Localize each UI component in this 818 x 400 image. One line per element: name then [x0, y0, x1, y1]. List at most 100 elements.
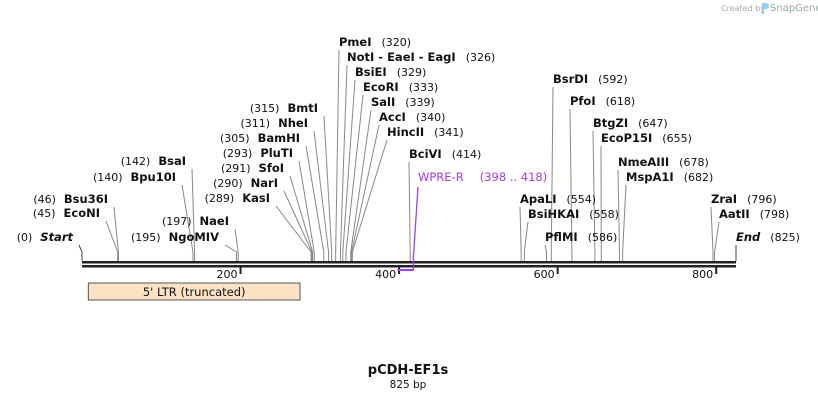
site-line: [592, 130, 596, 261]
site-label-bsiei[interactable]: BsiEI (329): [355, 65, 426, 79]
site-name: PluTI: [260, 146, 293, 160]
site-label-nhei[interactable]: (311) NheI: [241, 116, 308, 130]
site-position: (320): [382, 36, 412, 49]
site-position: (329): [397, 66, 427, 79]
site-label-acci[interactable]: AccI (340): [379, 110, 445, 124]
site-position: (140): [93, 171, 123, 184]
site-label-ecop15i[interactable]: EcoP15I (655): [601, 131, 692, 145]
site-position: (315): [250, 102, 280, 115]
snapgene-logo-icon: [762, 3, 769, 14]
site-name: BmtI: [287, 101, 318, 115]
site-line: [323, 115, 333, 261]
site-name: KasI: [242, 191, 270, 205]
site-position: (341): [434, 126, 464, 139]
watermark-created-by: Created by: [721, 4, 765, 13]
site-label-bsai[interactable]: (142) BsaI: [121, 154, 186, 168]
site-label-bsihkai[interactable]: BsiHKAI (558): [528, 207, 619, 221]
site-position: (647): [638, 117, 668, 130]
site-label-econi[interactable]: (45) EcoNI: [33, 206, 100, 220]
site-label-sali[interactable]: SalI (339): [371, 95, 435, 109]
feature-label: 5' LTR (truncated): [143, 285, 246, 299]
site-label-ecori[interactable]: EcoRI (333): [363, 80, 438, 94]
site-name: NotI - EaeI - EagI: [347, 50, 456, 64]
site-line: [305, 145, 325, 261]
site-line: [105, 220, 119, 261]
site-name: BsaI: [158, 154, 186, 168]
site-line: [550, 86, 554, 261]
site-label-btgzi[interactable]: BtgZI (647): [593, 116, 668, 130]
site-label-end[interactable]: End (825): [736, 230, 800, 244]
map-length: 825 bp: [390, 379, 427, 391]
site-label-bpu10i[interactable]: (140) Bpu10I: [93, 170, 176, 184]
site-label-bsu36i[interactable]: (46) Bsu36I: [33, 192, 108, 206]
site-line: [519, 206, 522, 261]
site-label-sfoi[interactable]: (291) SfoI: [221, 161, 284, 175]
site-line: [622, 184, 627, 261]
site-name: EcoP15I: [601, 131, 652, 145]
site-label-nmeaiii[interactable]: NmeAIII (678): [618, 155, 709, 169]
site-label-bsrdi[interactable]: BsrDI (592): [553, 72, 628, 86]
site-line: [339, 64, 348, 261]
site-name: AccI: [379, 110, 406, 124]
site-label-pmei[interactable]: PmeI (320): [339, 35, 411, 49]
site-position: (293): [223, 147, 253, 160]
site-label-naei[interactable]: (197) NaeI: [162, 214, 229, 228]
tick-label: 400: [375, 268, 396, 281]
site-name: EcoRI: [363, 80, 399, 94]
site-position: (326): [466, 51, 496, 64]
site-label-start[interactable]: (0) Start: [17, 230, 74, 244]
site-name: BamHI: [258, 131, 300, 145]
site-name: BsiEI: [355, 65, 387, 79]
site-name: ZraI: [711, 192, 737, 206]
watermark-brand: SnapGene: [770, 3, 818, 14]
tick-mark: [239, 267, 242, 274]
site-label-pflmi[interactable]: PflMI (586): [545, 230, 617, 244]
site-position: (290): [213, 177, 243, 190]
feature-5-ltr[interactable]: 5' LTR (truncated): [87, 282, 301, 301]
site-name: PfoI: [570, 94, 596, 108]
site-position: (558): [589, 208, 619, 221]
primer-wpre-r[interactable]: WPRE-R (398 .. 418): [397, 170, 548, 271]
site-position: (195): [131, 231, 161, 244]
site-line: [569, 108, 573, 261]
site-position: (592): [598, 73, 628, 86]
site-label-pluti[interactable]: (293) PluTI: [223, 146, 293, 160]
site-line: [181, 184, 194, 261]
site-label-bcivi[interactable]: BciVI (414): [409, 147, 481, 161]
site-line: [714, 221, 720, 261]
site-label-bmti[interactable]: (315) BmtI: [250, 101, 318, 115]
site-name: NarI: [251, 176, 278, 190]
site-position: (414): [452, 148, 482, 161]
site-name: BciVI: [409, 147, 442, 161]
tick-label: 800: [692, 268, 713, 281]
site-name: NmeAIII: [618, 155, 669, 169]
primer-label: WPRE-R (398 .. 418): [418, 170, 547, 184]
ruler-ticks: 200 400 600 800: [217, 267, 718, 281]
site-label-pfoi[interactable]: PfoI (618): [570, 94, 635, 108]
site-position: (0): [17, 231, 33, 244]
site-name: PflMI: [545, 230, 578, 244]
site-label-noti-eaei-eagi[interactable]: NotI - EaeI - EagI (326): [347, 50, 495, 64]
site-position: (655): [662, 132, 692, 145]
site-label-mspa1i[interactable]: MspA1I (682): [626, 170, 713, 184]
site-label-nari[interactable]: (290) NarI: [213, 176, 278, 190]
site-line: [408, 161, 411, 261]
site-line: [234, 228, 239, 261]
site-name: BtgZI: [593, 116, 628, 130]
site-label-apali[interactable]: ApaLI (554): [520, 192, 596, 206]
site-line: [710, 206, 714, 261]
site-position: (142): [121, 155, 151, 168]
site-position: (586): [588, 231, 618, 244]
tick-label: 600: [534, 268, 555, 281]
site-line: [617, 169, 620, 261]
site-name: Start: [40, 230, 73, 244]
site-label-zrai[interactable]: ZraI (796): [711, 192, 777, 206]
site-label-ngomiv[interactable]: (195) NgoMIV: [131, 230, 219, 244]
site-line: [224, 244, 238, 261]
site-position: (554): [567, 193, 597, 206]
site-label-kasi[interactable]: (289) KasI: [205, 191, 270, 205]
site-label-hincii[interactable]: HincII (341): [387, 125, 464, 139]
site-label-aatii[interactable]: AatII (798): [719, 207, 789, 221]
site-position: (618): [606, 95, 636, 108]
site-label-bamhi[interactable]: (305) BamHI: [220, 131, 300, 145]
